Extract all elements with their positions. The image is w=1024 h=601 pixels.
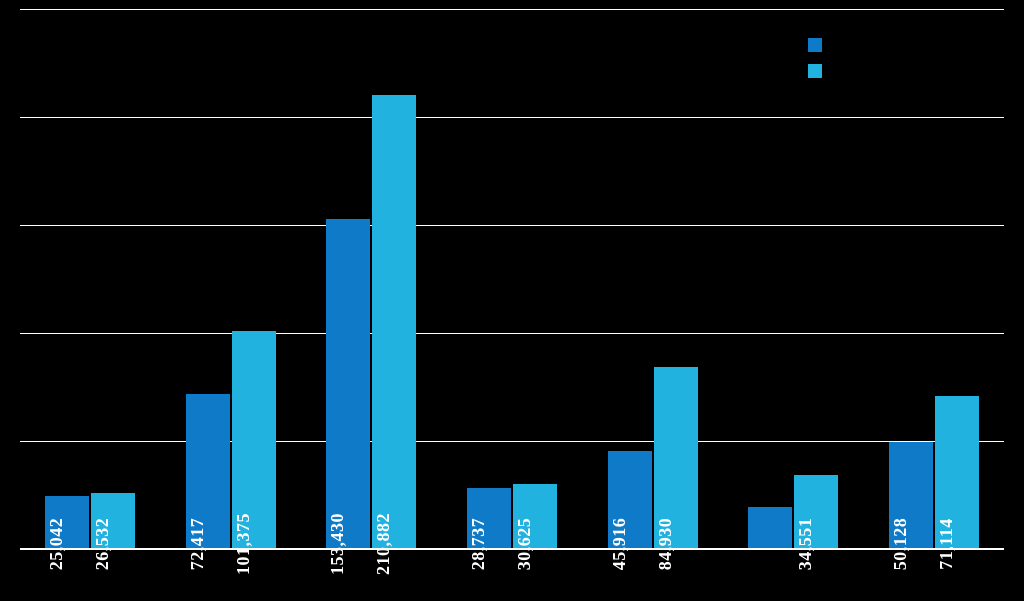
bar-series-b: 210,882 (372, 95, 416, 551)
bar-label: 45,916 (609, 518, 630, 571)
plot-area: 25,04226,53272,417101,375153,430210,8822… (20, 10, 1004, 550)
bar-group: 72,417101,375 (161, 10, 302, 550)
bar-series-b: 101,375 (232, 331, 276, 550)
bar-group: 45,91684,930 (582, 10, 723, 550)
bar-series-a: 50,128 (889, 442, 933, 550)
bar-series-a: 25,042 (45, 496, 89, 550)
bar-series-b: 84,930 (654, 367, 698, 550)
bar-series-b: 26,532 (91, 493, 135, 550)
bar-series-b: 34,551 (794, 475, 838, 550)
bar-series-a: 153,430 (326, 219, 370, 550)
bar-series-a: 28,737 (467, 488, 511, 550)
bar-label: 50,128 (890, 518, 911, 571)
bars-layer: 25,04226,53272,417101,375153,430210,8822… (20, 10, 1004, 550)
bar-label: 210,882 (373, 513, 394, 575)
x-axis-line (20, 548, 1004, 550)
legend (808, 32, 822, 84)
bar-label: 84,930 (655, 518, 676, 571)
bar-group: 34,551 (723, 10, 864, 550)
bar-label: 153,430 (327, 513, 348, 575)
bar-series-b: 30,625 (513, 484, 557, 550)
bar-label: 101,375 (233, 513, 254, 575)
bar-series-a: 45,916 (608, 451, 652, 550)
bar-group: 50,12871,114 (863, 10, 1004, 550)
legend-item-b (808, 58, 822, 84)
bar-group: 153,430210,882 (301, 10, 442, 550)
bar-label: 72,417 (187, 518, 208, 571)
bar-group: 28,73730,625 (442, 10, 583, 550)
bar-label: 30,625 (514, 518, 535, 571)
bar-label: 71,114 (936, 518, 957, 570)
legend-swatch-a (808, 38, 822, 52)
bar-series-b: 71,114 (935, 396, 979, 550)
bar-chart: 25,04226,53272,417101,375153,430210,8822… (0, 0, 1024, 601)
bar-series-a (748, 507, 792, 550)
bar-label: 34,551 (795, 518, 816, 571)
bar-label: 28,737 (468, 518, 489, 571)
bar-label: 25,042 (46, 518, 67, 571)
bar-label: 26,532 (92, 518, 113, 571)
legend-swatch-b (808, 64, 822, 78)
bar-series-a: 72,417 (186, 394, 230, 550)
bar-group: 25,04226,532 (20, 10, 161, 550)
legend-item-a (808, 32, 822, 58)
